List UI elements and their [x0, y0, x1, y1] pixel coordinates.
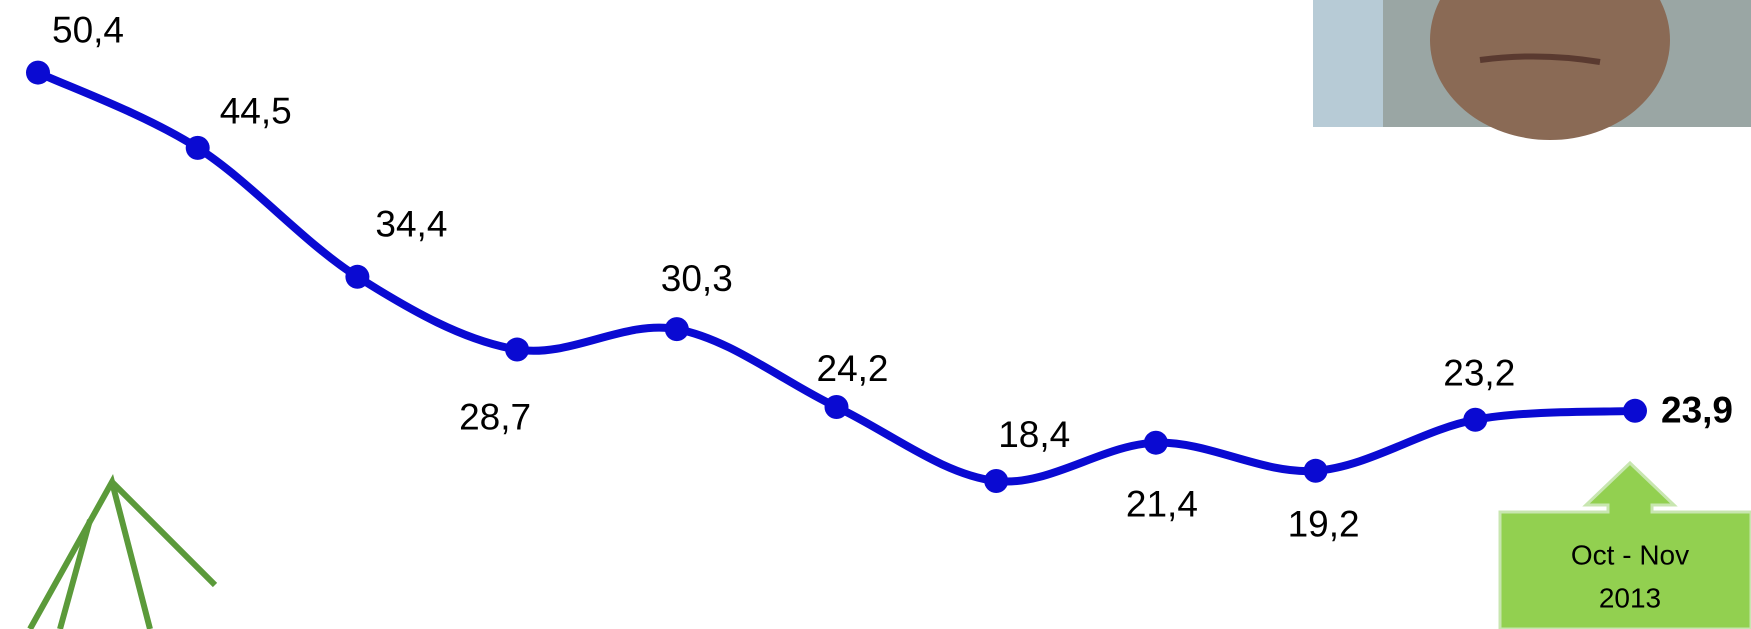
- data-label: 44,5: [220, 91, 292, 132]
- logo-branch: [109, 479, 218, 588]
- data-label: 23,9: [1661, 390, 1733, 431]
- photo-mouth: [1479, 53, 1601, 65]
- point: [1623, 398, 1647, 423]
- data-label: 21,4: [1126, 483, 1198, 524]
- data-label: 30,3: [661, 258, 733, 299]
- data-label: 18,4: [998, 414, 1070, 455]
- annotation-box: [1498, 460, 1751, 629]
- point: [505, 337, 530, 362]
- annotation-text: Oct - Nov: [1571, 539, 1689, 570]
- data-label: 23,2: [1443, 353, 1515, 394]
- data-label: 50,4: [52, 9, 124, 50]
- annotation-text: 2013: [1599, 582, 1661, 613]
- data-label: 24,2: [817, 348, 889, 389]
- point: [1303, 458, 1328, 483]
- point: [984, 469, 1009, 493]
- point: [185, 135, 210, 160]
- data-label: 34,4: [375, 204, 447, 245]
- point: [345, 264, 370, 289]
- logo-branch: [57, 519, 93, 629]
- photo-background: [1313, 0, 1383, 127]
- point: [26, 60, 50, 85]
- point: [824, 394, 849, 419]
- data-label: 19,2: [1288, 504, 1360, 545]
- line: [36, 68, 1636, 486]
- point: [1143, 430, 1168, 455]
- point: [664, 317, 689, 342]
- point: [1463, 407, 1488, 432]
- logo: [27, 473, 218, 629]
- photo-face: [1430, 0, 1670, 140]
- data-label: 28,7: [459, 396, 531, 437]
- annotation-arrow: Oct - Nov 2013: [1498, 460, 1751, 629]
